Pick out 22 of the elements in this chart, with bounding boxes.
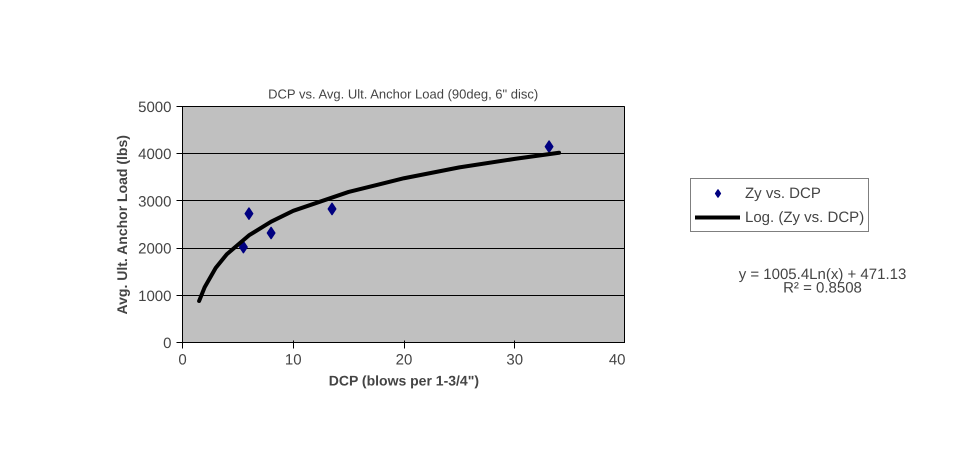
y-tick-label: 5000 — [138, 99, 172, 116]
legend-label: Log. (Zy vs. DCP) — [745, 208, 864, 226]
x-tick-label: 40 — [608, 352, 626, 368]
point — [328, 202, 337, 216]
text: y = 1005.4Ln(x) + 471.13 — [738, 266, 906, 283]
x-tick-label: 20 — [396, 352, 412, 368]
point — [544, 140, 554, 154]
point — [266, 226, 276, 240]
y-tick-label: 3000 — [138, 193, 172, 210]
y-tick-label: 4000 — [138, 146, 172, 164]
point — [238, 240, 248, 254]
y-tick-label: 0 — [163, 335, 172, 352]
x-tick-label: 0 — [178, 352, 187, 368]
x-tick-label: 30 — [506, 352, 524, 368]
x-axis-title: DCP (blows per 1-3/4") — [328, 372, 480, 388]
legend-label: Zy vs. DCP — [745, 184, 821, 202]
x-tick-label: 10 — [284, 352, 302, 368]
point — [244, 207, 254, 220]
y-tick-label: 1000 — [138, 288, 172, 305]
y-tick-label: 2000 — [138, 240, 172, 258]
y-axis-title: Avg. Ult. Anchor Load (lbs) — [114, 135, 130, 314]
chart-title: DCP vs. Avg. Ult. Anchor Load (90deg, 6" disc) — [268, 86, 538, 102]
